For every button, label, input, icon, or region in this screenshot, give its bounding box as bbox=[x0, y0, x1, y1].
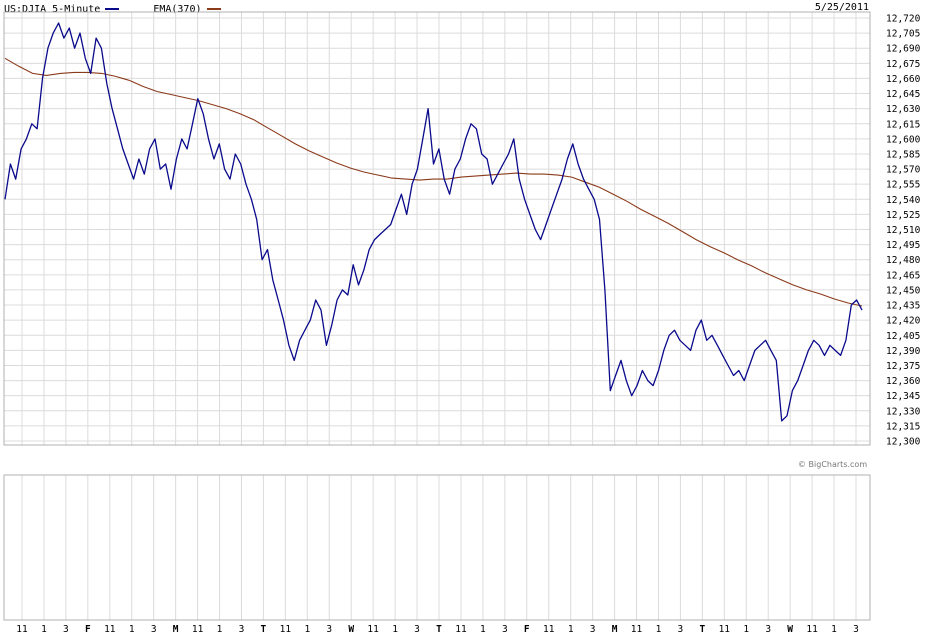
x-tick-label: 1 bbox=[480, 624, 486, 635]
y-tick-label: 12,480 bbox=[886, 255, 921, 266]
x-tick-label: 11 bbox=[543, 624, 555, 635]
y-tick-label: 12,600 bbox=[886, 134, 921, 145]
y-tick-label: 12,450 bbox=[886, 285, 921, 296]
x-axis-labels: 11 1 3 F 11 1 3 M 11 1 3 T 11 1 3 W 11 1 3 T 11 1 3 F 11 1 3 M 11 1 3 T… bbox=[16, 624, 859, 635]
y-tick-label: 12,540 bbox=[886, 195, 921, 206]
y-tick-label: 12,390 bbox=[886, 346, 921, 357]
x-tick-label: 1 bbox=[568, 624, 574, 635]
gridlines bbox=[4, 12, 870, 620]
x-tick-label: 1 bbox=[129, 624, 135, 635]
y-tick-label: 12,645 bbox=[886, 89, 920, 100]
x-tick-label: 11 bbox=[104, 624, 116, 635]
price-panel-frame bbox=[3, 11, 871, 446]
x-tick-label: T bbox=[436, 624, 442, 635]
x-tick-label: T bbox=[261, 624, 267, 635]
x-tick-label: 11 bbox=[280, 624, 292, 635]
y-tick-label: 12,330 bbox=[886, 406, 921, 417]
x-tick-label: 3 bbox=[853, 624, 859, 635]
legend-series-label: US:DJIA 5-Minute bbox=[4, 3, 101, 15]
y-tick-label: 12,405 bbox=[886, 331, 920, 342]
x-tick-label: 1 bbox=[831, 624, 837, 635]
date-label: 5/25/2011 bbox=[814, 2, 869, 13]
y-axis-labels: 12,720 12,705 12,690 12,675 12,660 12,645 12,6… bbox=[886, 14, 921, 448]
y-tick-label: 12,345 bbox=[886, 391, 920, 402]
x-tick-label: 3 bbox=[63, 624, 69, 635]
y-tick-label: 12,315 bbox=[886, 421, 920, 432]
x-tick-label: 1 bbox=[392, 624, 398, 635]
credit-label: © BigCharts.com bbox=[798, 460, 868, 469]
x-tick-label: 3 bbox=[678, 624, 684, 635]
x-tick-label: 11 bbox=[719, 624, 731, 635]
x-tick-label: 3 bbox=[502, 624, 508, 635]
y-tick-label: 12,690 bbox=[886, 44, 921, 55]
y-tick-label: 12,570 bbox=[886, 165, 921, 176]
x-tick-label: 3 bbox=[326, 624, 332, 635]
x-tick-label: W bbox=[787, 624, 793, 635]
x-tick-label: M bbox=[612, 624, 618, 635]
x-tick-label: 3 bbox=[239, 624, 245, 635]
legend-ema-label: EMA(370) bbox=[153, 3, 202, 15]
chart-legend: US:DJIA 5-Minute EMA(370) bbox=[4, 2, 221, 16]
x-tick-label: 11 bbox=[631, 624, 643, 635]
x-tick-label: 11 bbox=[367, 624, 379, 635]
y-tick-label: 12,720 bbox=[886, 14, 921, 25]
y-tick-label: 12,615 bbox=[886, 119, 920, 130]
x-tick-label: 3 bbox=[414, 624, 420, 635]
y-tick-label: 12,525 bbox=[886, 210, 920, 221]
x-tick-label: T bbox=[700, 624, 706, 635]
y-tick-label: 12,360 bbox=[886, 376, 921, 387]
x-tick-label: W bbox=[348, 624, 354, 635]
ema-series-line bbox=[4, 57, 863, 307]
x-tick-label: F bbox=[85, 624, 91, 635]
x-tick-label: 11 bbox=[16, 624, 28, 635]
x-tick-label: 1 bbox=[304, 624, 310, 635]
lower-panel-frame bbox=[3, 474, 871, 621]
y-tick-label: 12,435 bbox=[886, 301, 920, 312]
x-tick-label: 11 bbox=[192, 624, 204, 635]
x-tick-label: 1 bbox=[217, 624, 223, 635]
x-tick-label: 11 bbox=[455, 624, 467, 635]
y-tick-label: 12,465 bbox=[886, 270, 920, 281]
y-tick-label: 12,375 bbox=[886, 361, 920, 372]
y-tick-label: 12,675 bbox=[886, 59, 920, 70]
x-tick-label: 3 bbox=[151, 624, 157, 635]
x-tick-label: 3 bbox=[590, 624, 596, 635]
x-tick-label: 1 bbox=[41, 624, 47, 635]
x-tick-label: 11 bbox=[806, 624, 818, 635]
y-tick-label: 12,555 bbox=[886, 180, 920, 191]
legend-ema-swatch bbox=[206, 8, 221, 10]
x-tick-label: F bbox=[524, 624, 530, 635]
y-tick-label: 12,705 bbox=[886, 29, 920, 40]
y-tick-label: 12,495 bbox=[886, 240, 920, 251]
y-tick-label: 12,585 bbox=[886, 149, 920, 160]
y-tick-label: 12,510 bbox=[886, 225, 921, 236]
x-tick-label: 1 bbox=[743, 624, 749, 635]
y-tick-label: 12,300 bbox=[886, 437, 921, 448]
price-series-line bbox=[4, 22, 863, 422]
x-tick-label: M bbox=[173, 624, 179, 635]
legend-series-swatch bbox=[105, 8, 120, 10]
x-tick-label: 3 bbox=[765, 624, 771, 635]
y-tick-label: 12,630 bbox=[886, 104, 921, 115]
y-tick-label: 12,420 bbox=[886, 316, 921, 327]
x-tick-label: 1 bbox=[656, 624, 662, 635]
y-tick-label: 12,660 bbox=[886, 74, 921, 85]
